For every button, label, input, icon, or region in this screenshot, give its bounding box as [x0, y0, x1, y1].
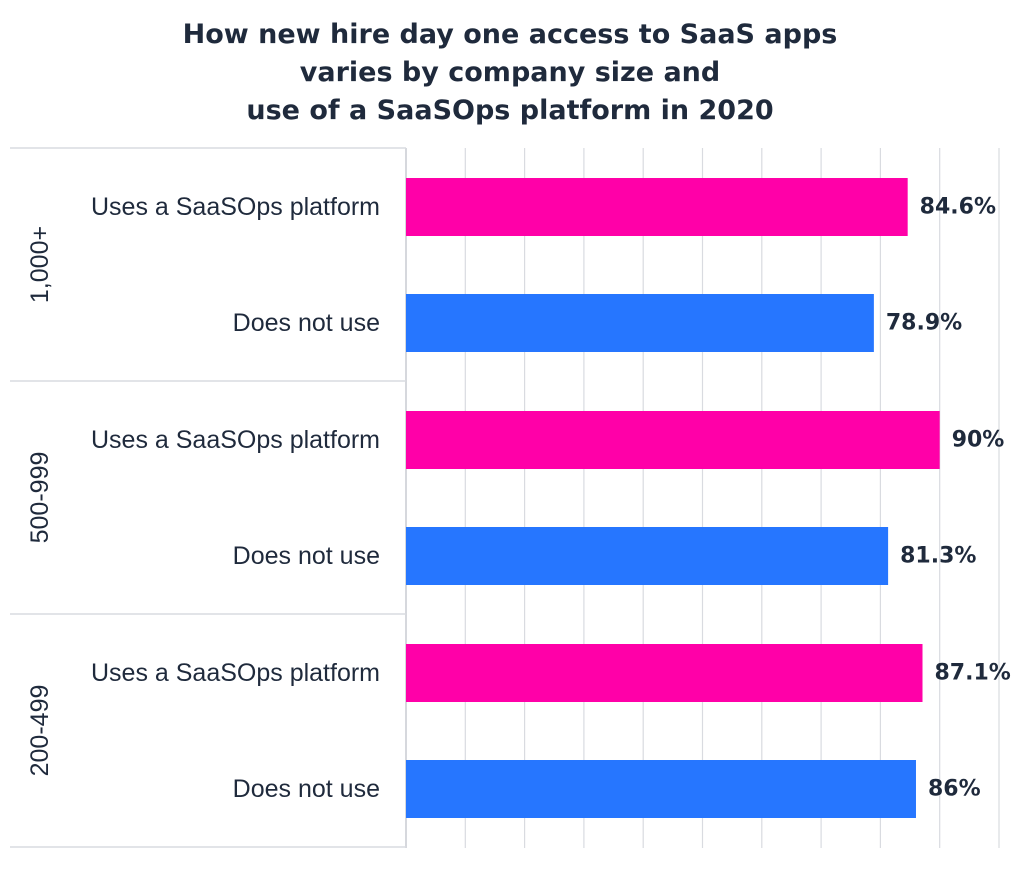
category-label: Does not use — [233, 542, 380, 570]
bar — [406, 760, 916, 818]
chart-title-line-3: use of a SaaSOps platform in 2020 — [246, 95, 774, 126]
value-label: 84.6% — [920, 195, 996, 220]
bar — [406, 178, 908, 236]
chart-title-line-1: How new hire day one access to SaaS apps — [182, 19, 838, 50]
group-label: 200-499 — [26, 685, 54, 777]
bar — [406, 411, 940, 469]
chart-title-line-2: varies by company size and — [299, 57, 721, 88]
group-label: 500-999 — [26, 452, 54, 544]
value-label: 81.3% — [900, 544, 976, 569]
value-label: 86% — [928, 777, 981, 802]
category-label: Uses a SaaSOps platform — [91, 193, 380, 221]
bar — [406, 527, 889, 585]
value-label: 87.1% — [935, 661, 1011, 686]
bar — [406, 644, 923, 702]
group-label: 1,000+ — [26, 226, 54, 303]
bar — [406, 294, 874, 352]
category-label: Does not use — [233, 309, 380, 337]
category-label: Uses a SaaSOps platform — [91, 659, 380, 687]
value-label: 78.9% — [886, 311, 962, 336]
category-label: Does not use — [233, 775, 380, 803]
chart-title: How new hire day one access to SaaS apps… — [0, 16, 1020, 130]
category-label: Uses a SaaSOps platform — [91, 426, 380, 454]
value-label: 90% — [952, 428, 1005, 453]
